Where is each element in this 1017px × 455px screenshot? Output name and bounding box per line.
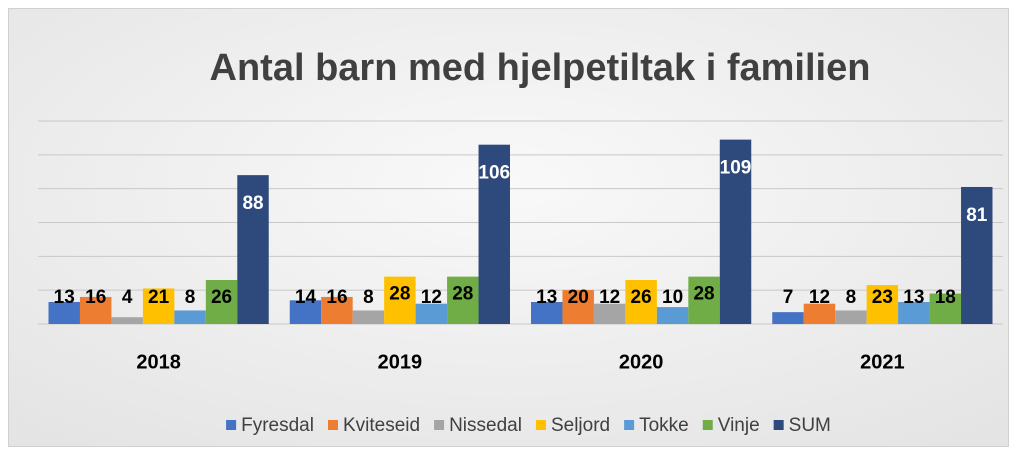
data-label: 88 bbox=[242, 193, 263, 214]
bar bbox=[898, 302, 930, 324]
legend-swatch bbox=[535, 420, 546, 430]
bar bbox=[929, 293, 962, 324]
bar bbox=[447, 276, 479, 324]
chart-title: Antal barn med hjelpetiltak i familien bbox=[210, 47, 871, 89]
data-label: 26 bbox=[211, 287, 232, 308]
data-label: 8 bbox=[846, 287, 857, 308]
data-label: 26 bbox=[631, 287, 652, 308]
data-label: 20 bbox=[568, 287, 589, 308]
bar bbox=[352, 310, 385, 324]
bar bbox=[531, 302, 563, 324]
bar bbox=[237, 175, 269, 324]
bar bbox=[562, 290, 594, 324]
bar bbox=[656, 307, 689, 324]
data-label: 21 bbox=[148, 287, 170, 308]
bar bbox=[384, 276, 416, 324]
legend-label: SUM bbox=[789, 415, 831, 436]
legend-label: Seljord bbox=[551, 415, 610, 436]
data-label: 16 bbox=[85, 287, 106, 308]
legend-swatch bbox=[226, 420, 237, 430]
legend-label: Kviteseid bbox=[343, 415, 420, 436]
data-label: 18 bbox=[935, 287, 956, 308]
bar bbox=[415, 303, 448, 324]
x-tick-label: 2021 bbox=[860, 351, 905, 373]
data-label: 28 bbox=[389, 284, 410, 305]
x-tick-label: 2020 bbox=[619, 351, 664, 373]
data-label: 12 bbox=[809, 287, 830, 308]
data-label: 23 bbox=[872, 287, 893, 308]
bar bbox=[205, 280, 238, 324]
bar bbox=[772, 312, 804, 324]
data-label: 14 bbox=[295, 287, 317, 308]
bar bbox=[478, 144, 510, 324]
data-label: 13 bbox=[536, 287, 557, 308]
data-label: 13 bbox=[54, 287, 75, 308]
bar bbox=[625, 280, 657, 324]
bar bbox=[142, 288, 175, 324]
bar bbox=[321, 296, 353, 324]
data-label: 16 bbox=[326, 287, 347, 308]
legend-swatch bbox=[434, 420, 445, 430]
bar bbox=[719, 139, 752, 324]
data-label: 10 bbox=[662, 287, 683, 308]
bar bbox=[289, 300, 322, 324]
legend-swatch bbox=[773, 420, 784, 430]
data-label: 28 bbox=[452, 284, 473, 305]
bar bbox=[79, 296, 112, 324]
bar bbox=[688, 276, 720, 324]
bar bbox=[111, 317, 143, 324]
data-label: 109 bbox=[720, 158, 752, 179]
data-label: 4 bbox=[122, 287, 133, 308]
bar bbox=[961, 186, 993, 324]
legend-swatch bbox=[624, 420, 635, 430]
legend-label: Fyresdal bbox=[241, 415, 314, 436]
bar bbox=[174, 310, 206, 324]
legend-swatch bbox=[327, 420, 338, 430]
data-label: 106 bbox=[478, 163, 510, 184]
data-label: 8 bbox=[363, 287, 374, 308]
legend-label: Vinje bbox=[718, 415, 760, 436]
data-label: 8 bbox=[185, 287, 196, 308]
x-tick-label: 2019 bbox=[378, 351, 423, 373]
legend-swatch bbox=[702, 420, 713, 430]
bar bbox=[835, 310, 867, 324]
bar bbox=[48, 302, 80, 324]
legend-label: Tokke bbox=[639, 415, 689, 436]
data-label: 12 bbox=[599, 287, 620, 308]
data-label: 12 bbox=[421, 287, 442, 308]
bar bbox=[866, 285, 899, 324]
data-label: 7 bbox=[783, 287, 794, 308]
bar bbox=[803, 303, 836, 324]
data-label: 81 bbox=[966, 205, 988, 226]
legend-label: Nissedal bbox=[449, 415, 522, 436]
data-label: 28 bbox=[693, 284, 714, 305]
x-tick-label: 2018 bbox=[136, 351, 181, 373]
data-label: 13 bbox=[903, 287, 924, 308]
bar bbox=[593, 303, 626, 324]
